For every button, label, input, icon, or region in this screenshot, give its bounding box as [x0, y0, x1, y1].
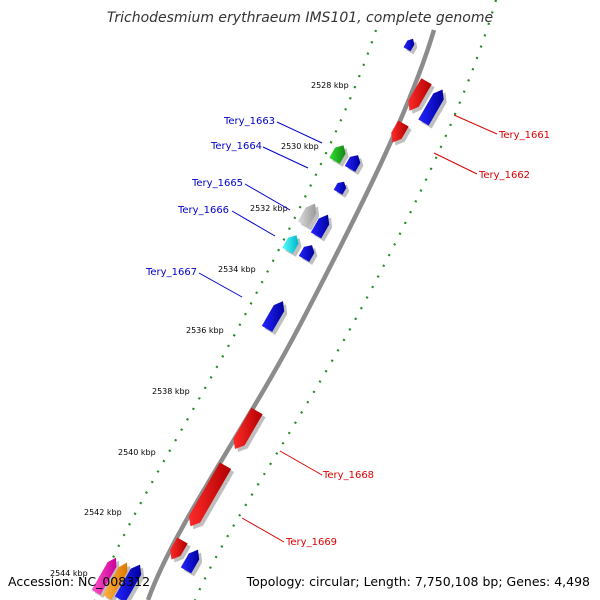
leader-line-7 [433, 152, 478, 175]
leader-line-5 [198, 272, 243, 298]
scale-dotted-circles [93, 0, 498, 600]
gene-label-tery-1665: Tery_1665 [191, 178, 243, 189]
scale-label-2542: 2542 kbp [84, 508, 122, 517]
scale-labels: 2528 kbp 2530 kbp 2532 kbp 2534 kbp 2536… [50, 81, 349, 578]
topology-text: Topology: circular; Length: 7,750,108 bp… [246, 574, 590, 589]
gene-label-tery-1669: Tery_1669 [285, 537, 337, 548]
leader-line-9 [241, 517, 285, 543]
gene-label-tery-1667: Tery_1667 [145, 267, 197, 278]
leader-line-6 [453, 114, 498, 135]
feature-blue-2544 [114, 564, 145, 600]
feature-tery-1669 [188, 462, 235, 530]
gene-label-tery-1661: Tery_1661 [498, 130, 550, 141]
scale-label-2536: 2536 kbp [186, 326, 224, 335]
genome-backbone [145, 29, 437, 600]
scale-label-2530: 2530 kbp [281, 142, 319, 151]
feature-tery-1666 [282, 235, 302, 257]
leader-line-3 [244, 183, 291, 211]
feature-blue-2543 [180, 549, 203, 577]
feature-tery-1664 [344, 155, 364, 175]
feature-top-small-blue [403, 38, 418, 55]
gene-label-tery-1662: Tery_1662 [478, 170, 530, 181]
gene-label-tery-1666: Tery_1666 [177, 205, 229, 216]
gene-label-leaders [198, 114, 498, 543]
leader-line-1 [276, 121, 323, 144]
feature-tery-1663 [329, 145, 349, 167]
feature-small-blue-2531 [333, 181, 350, 198]
feature-red-2543 [170, 537, 191, 563]
feature-tery-1661-blue [418, 89, 447, 129]
feature-orange-2544 [102, 562, 131, 600]
feature-tery-1667 [261, 301, 288, 335]
scale-label-2534: 2534 kbp [218, 265, 256, 274]
map-title: Trichodesmium erythraeum IMS101, complet… [107, 10, 493, 26]
feature-tery-1662 [391, 120, 412, 146]
scale-label-2528: 2528 kbp [311, 81, 349, 90]
gene-features [91, 38, 447, 600]
gene-labels: Tery_1663 Tery_1664 Tery_1665 Tery_1666 … [145, 116, 550, 548]
feature-magenta-2544 [91, 557, 120, 598]
accession-text: Accession: NC_008312 [8, 574, 150, 589]
feature-tery-1668 [233, 407, 266, 453]
gene-label-tery-1663: Tery_1663 [223, 116, 275, 127]
scale-label-2544: 2544 kbp [50, 569, 88, 578]
gene-label-tery-1668: Tery_1668 [322, 470, 374, 481]
feature-tery-1666-blue [298, 245, 318, 265]
outer-dotted-track [193, 0, 498, 600]
feature-tery-1665-blue [310, 214, 333, 242]
leader-line-2 [262, 146, 309, 169]
scale-label-2532: 2532 kbp [250, 204, 288, 213]
leader-line-4 [231, 210, 276, 237]
scale-label-2540: 2540 kbp [118, 448, 156, 457]
leader-line-8 [279, 450, 323, 476]
inner-dotted-track [93, 29, 378, 600]
gene-label-tery-1664: Tery_1664 [210, 141, 262, 152]
feature-tery-1661-red [408, 78, 435, 114]
scale-label-2538: 2538 kbp [152, 387, 190, 396]
feature-tery-1665 [297, 203, 320, 231]
